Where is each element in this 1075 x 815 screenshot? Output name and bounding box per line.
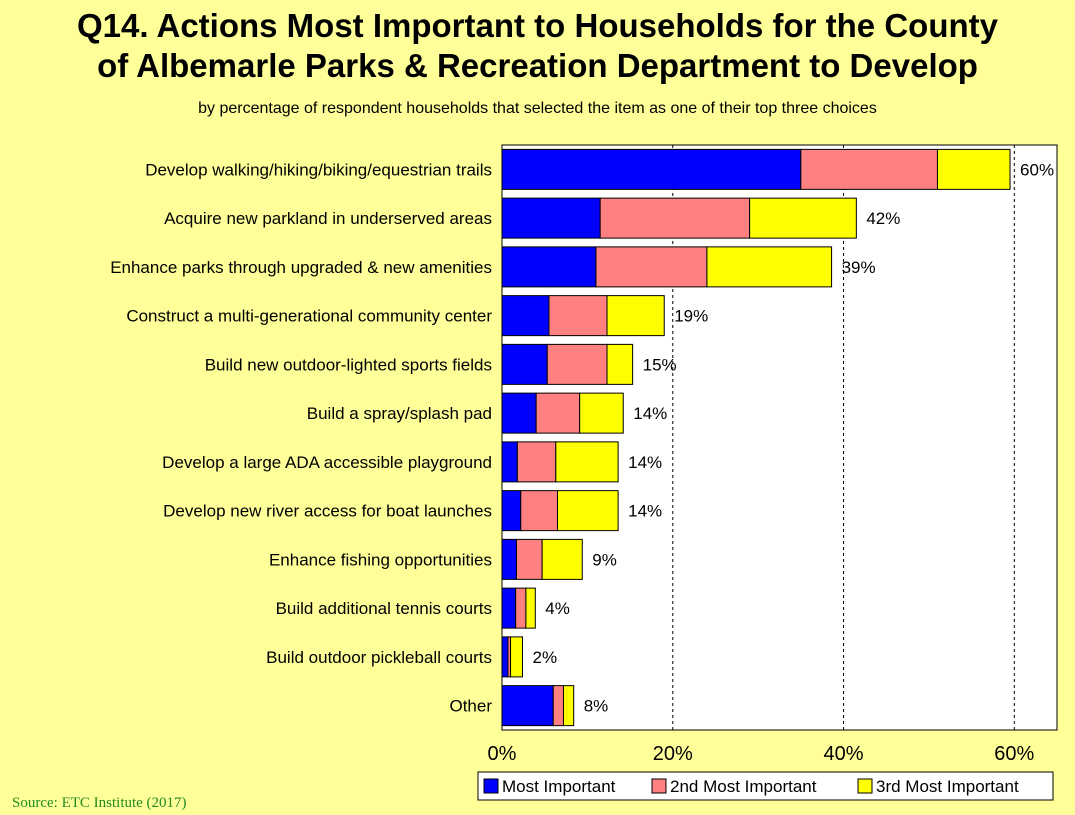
bar-segment-2-series-2 [599,197,751,239]
bar-segment-7-series-3 [555,441,619,483]
bar-segment-11-series-1 [501,636,509,678]
bar-segment-12-series-1 [501,685,554,727]
bar-segment-4-series-3 [606,295,665,337]
legend-label-1: Most Important [502,777,616,796]
category-label-2: Acquire new parkland in underserved area… [164,209,492,228]
bar-segment-10-series-1 [501,587,517,629]
total-label-11: 2% [532,648,557,667]
plot-area [501,144,1058,731]
category-label-9: Enhance fishing opportunities [269,550,492,569]
x-tick-label-60: 60% [994,743,1034,765]
total-label-8: 14% [628,502,662,521]
bar-segment-4-series-1 [501,295,550,337]
total-label-10: 4% [545,599,570,618]
legend-label-3: 3rd Most Important [876,777,1019,796]
bar-segment-6-series-1 [501,392,537,434]
legend-box [477,771,1054,801]
total-label-6: 14% [633,404,667,423]
bar-segment-6-series-2 [535,392,581,434]
category-label-8: Develop new river access for boat launch… [163,502,492,521]
category-label-7: Develop a large ADA accessible playgroun… [162,453,492,472]
x-tick-label-20: 20% [653,743,693,765]
total-label-2: 42% [866,209,900,228]
source-note: Source: ETC Institute (2017) [12,795,187,811]
total-label-3: 39% [842,258,876,277]
category-label-5: Build new outdoor-lighted sports fields [205,355,492,374]
bar-segment-11-series-3 [510,636,523,678]
bar-segment-5-series-3 [606,343,634,385]
bar-segment-1-series-1 [501,148,802,190]
bar-segment-3-series-1 [501,246,597,288]
category-label-10: Build additional tennis courts [276,599,492,618]
bar-segment-9-series-2 [516,538,543,580]
total-label-9: 9% [592,550,617,569]
bar-segment-2-series-1 [501,197,601,239]
legend-swatch-1 [483,778,499,794]
bar-segment-9-series-3 [541,538,583,580]
bar-segment-8-series-3 [557,490,619,532]
bar-segment-9-series-1 [501,538,518,580]
bar-segment-2-series-3 [749,197,857,239]
legend-swatch-2 [651,778,667,794]
bar-segment-7-series-2 [516,441,557,483]
chart-title: Q14. Actions Most Important to Household… [0,6,1075,86]
x-tick-label-0: 0% [488,743,517,765]
bar-segment-1-series-2 [800,148,938,190]
bar-segment-1-series-3 [936,148,1011,190]
bar-segment-5-series-1 [501,343,548,385]
total-label-5: 15% [643,355,677,374]
legend-label-2: 2nd Most Important [670,777,817,796]
category-label-12: Other [449,697,492,716]
bar-segment-8-series-2 [520,490,558,532]
legend-swatch-3 [857,778,873,794]
bar-segment-10-series-3 [525,587,536,629]
bar-segment-5-series-2 [546,343,608,385]
x-tick-label-40: 40% [824,743,864,765]
total-label-7: 14% [628,453,662,472]
title-line-2: of Albemarle Parks & Recreation Departme… [97,47,978,84]
bar-segment-7-series-1 [501,441,518,483]
chart-subtitle: by percentage of respondent households t… [198,100,877,117]
total-label-4: 19% [674,307,708,326]
bar-segment-6-series-3 [579,392,624,434]
category-label-4: Construct a multi-generational community… [126,307,492,326]
bar-segment-12-series-2 [552,685,564,727]
bar-segment-10-series-2 [515,587,527,629]
total-label-12: 8% [584,697,609,716]
bar-segment-3-series-3 [706,246,833,288]
bar-segment-4-series-2 [548,295,608,337]
category-label-6: Build a spray/splash pad [307,404,492,423]
total-label-1: 60% [1020,160,1054,179]
bar-segment-8-series-1 [501,490,522,532]
bar-segment-3-series-2 [595,246,708,288]
category-label-11: Build outdoor pickleball courts [266,648,492,667]
bar-segment-12-series-3 [562,685,575,727]
category-label-3: Enhance parks through upgraded & new ame… [110,258,492,277]
title-line-1: Q14. Actions Most Important to Household… [77,7,998,44]
category-label-1: Develop walking/hiking/biking/equestrian… [145,160,492,179]
